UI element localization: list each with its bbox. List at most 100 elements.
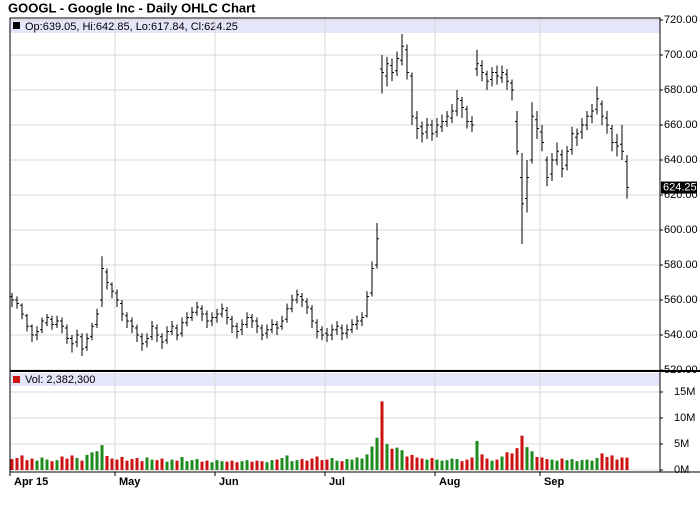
- volume-bar: [370, 446, 374, 470]
- volume-bar: [530, 451, 534, 470]
- volume-bar: [360, 458, 364, 470]
- volume-bar: [35, 460, 39, 470]
- volume-legend: Vol: 2,382,300: [25, 374, 95, 386]
- volume-bar: [220, 461, 224, 470]
- volume-bar: [290, 461, 294, 470]
- volume-bar: [225, 461, 229, 470]
- volume-bar: [305, 460, 309, 470]
- volume-bar: [520, 435, 524, 470]
- volume-bar: [75, 458, 79, 470]
- volume-bar: [60, 456, 64, 470]
- volume-bar: [20, 455, 24, 470]
- volume-bar: [185, 461, 189, 470]
- y-tick-label: 660.00: [664, 119, 698, 131]
- volume-bar: [15, 458, 19, 470]
- volume-bar: [390, 448, 394, 470]
- volume-bar: [465, 459, 469, 470]
- volume-bar: [245, 460, 249, 470]
- volume-bar: [240, 461, 244, 470]
- volume-bar: [30, 458, 34, 470]
- volume-bar: [350, 459, 354, 470]
- volume-bar: [485, 458, 489, 470]
- y-tick-label: 680.00: [664, 84, 698, 96]
- volume-bar: [25, 460, 29, 470]
- volume-bar: [435, 459, 439, 470]
- volume-bar: [135, 458, 139, 470]
- volume-bar: [325, 459, 329, 470]
- x-tick-label: Jul: [329, 476, 345, 488]
- volume-bar: [120, 457, 124, 470]
- x-tick-label: Aug: [439, 476, 460, 488]
- volume-bar: [70, 455, 74, 470]
- volume-bar: [500, 456, 504, 470]
- volume-bar: [210, 462, 214, 470]
- volume-bar: [150, 459, 154, 470]
- volume-bar: [260, 461, 264, 470]
- volume-bar: [200, 461, 204, 470]
- volume-bar: [95, 451, 99, 470]
- volume-bar: [130, 459, 134, 470]
- price-legend-band: [10, 19, 660, 33]
- volume-bar: [515, 448, 519, 470]
- volume-bar: [405, 456, 409, 470]
- volume-bar: [180, 457, 184, 470]
- volume-legend-band: [10, 373, 660, 386]
- volume-bar: [375, 437, 379, 470]
- volume-bar: [510, 453, 514, 470]
- volume-bar: [275, 459, 279, 470]
- volume-bar: [455, 459, 459, 470]
- y-tick-label: 580.00: [664, 259, 698, 271]
- volume-bar: [115, 459, 119, 470]
- last-price-label: 624.25: [663, 181, 697, 193]
- volume-bar: [545, 459, 549, 470]
- price-legend-swatch: [13, 22, 20, 29]
- last-price-box: [661, 181, 697, 194]
- volume-legend-swatch: [13, 376, 20, 383]
- volume-bar: [230, 460, 234, 470]
- volume-bar: [470, 457, 474, 470]
- volume-bar: [600, 453, 604, 470]
- y2-tick-label: 10M: [674, 412, 695, 424]
- volume-bar: [315, 456, 319, 470]
- volume-bar: [625, 457, 629, 470]
- x-tick-label: May: [119, 476, 141, 488]
- volume-bar: [525, 447, 529, 470]
- volume-bar: [110, 458, 114, 470]
- chart-title: GOOGL - Google Inc - Daily OHLC Chart: [8, 0, 256, 15]
- y-tick-label: 700.00: [664, 49, 698, 61]
- volume-bar: [80, 460, 84, 470]
- y-tick-label: 520.00: [664, 364, 698, 376]
- volume-bar: [195, 459, 199, 470]
- volume-bar: [570, 459, 574, 470]
- volume-bar: [40, 457, 44, 470]
- volume-bar: [355, 457, 359, 470]
- volume-bar: [440, 460, 444, 470]
- x-tick-label: Sep: [544, 476, 564, 488]
- y-tick-label: 720.00: [664, 14, 698, 26]
- volume-bar: [430, 458, 434, 470]
- volume-bar: [505, 452, 509, 470]
- volume-bar: [490, 460, 494, 470]
- volume-bar: [590, 460, 594, 470]
- volume-bar: [540, 457, 544, 470]
- volume-bar: [585, 459, 589, 470]
- volume-bar: [145, 457, 149, 470]
- volume-bar: [365, 454, 369, 470]
- y-tick-label: 560.00: [664, 294, 698, 306]
- volume-bar: [205, 460, 209, 470]
- volume-bar: [560, 458, 564, 470]
- volume-bar: [480, 454, 484, 470]
- volume-bar: [170, 459, 174, 470]
- volume-bar: [425, 459, 429, 470]
- volume-bar: [385, 444, 389, 470]
- volume-bar: [565, 460, 569, 470]
- y2-tick-label: 15M: [674, 386, 695, 398]
- volume-bar: [100, 445, 104, 470]
- volume-bar: [285, 455, 289, 470]
- y-tick-label: 540.00: [664, 329, 698, 341]
- volume-bar: [345, 459, 349, 470]
- volume-bar: [310, 458, 314, 470]
- volume-bar: [160, 458, 164, 470]
